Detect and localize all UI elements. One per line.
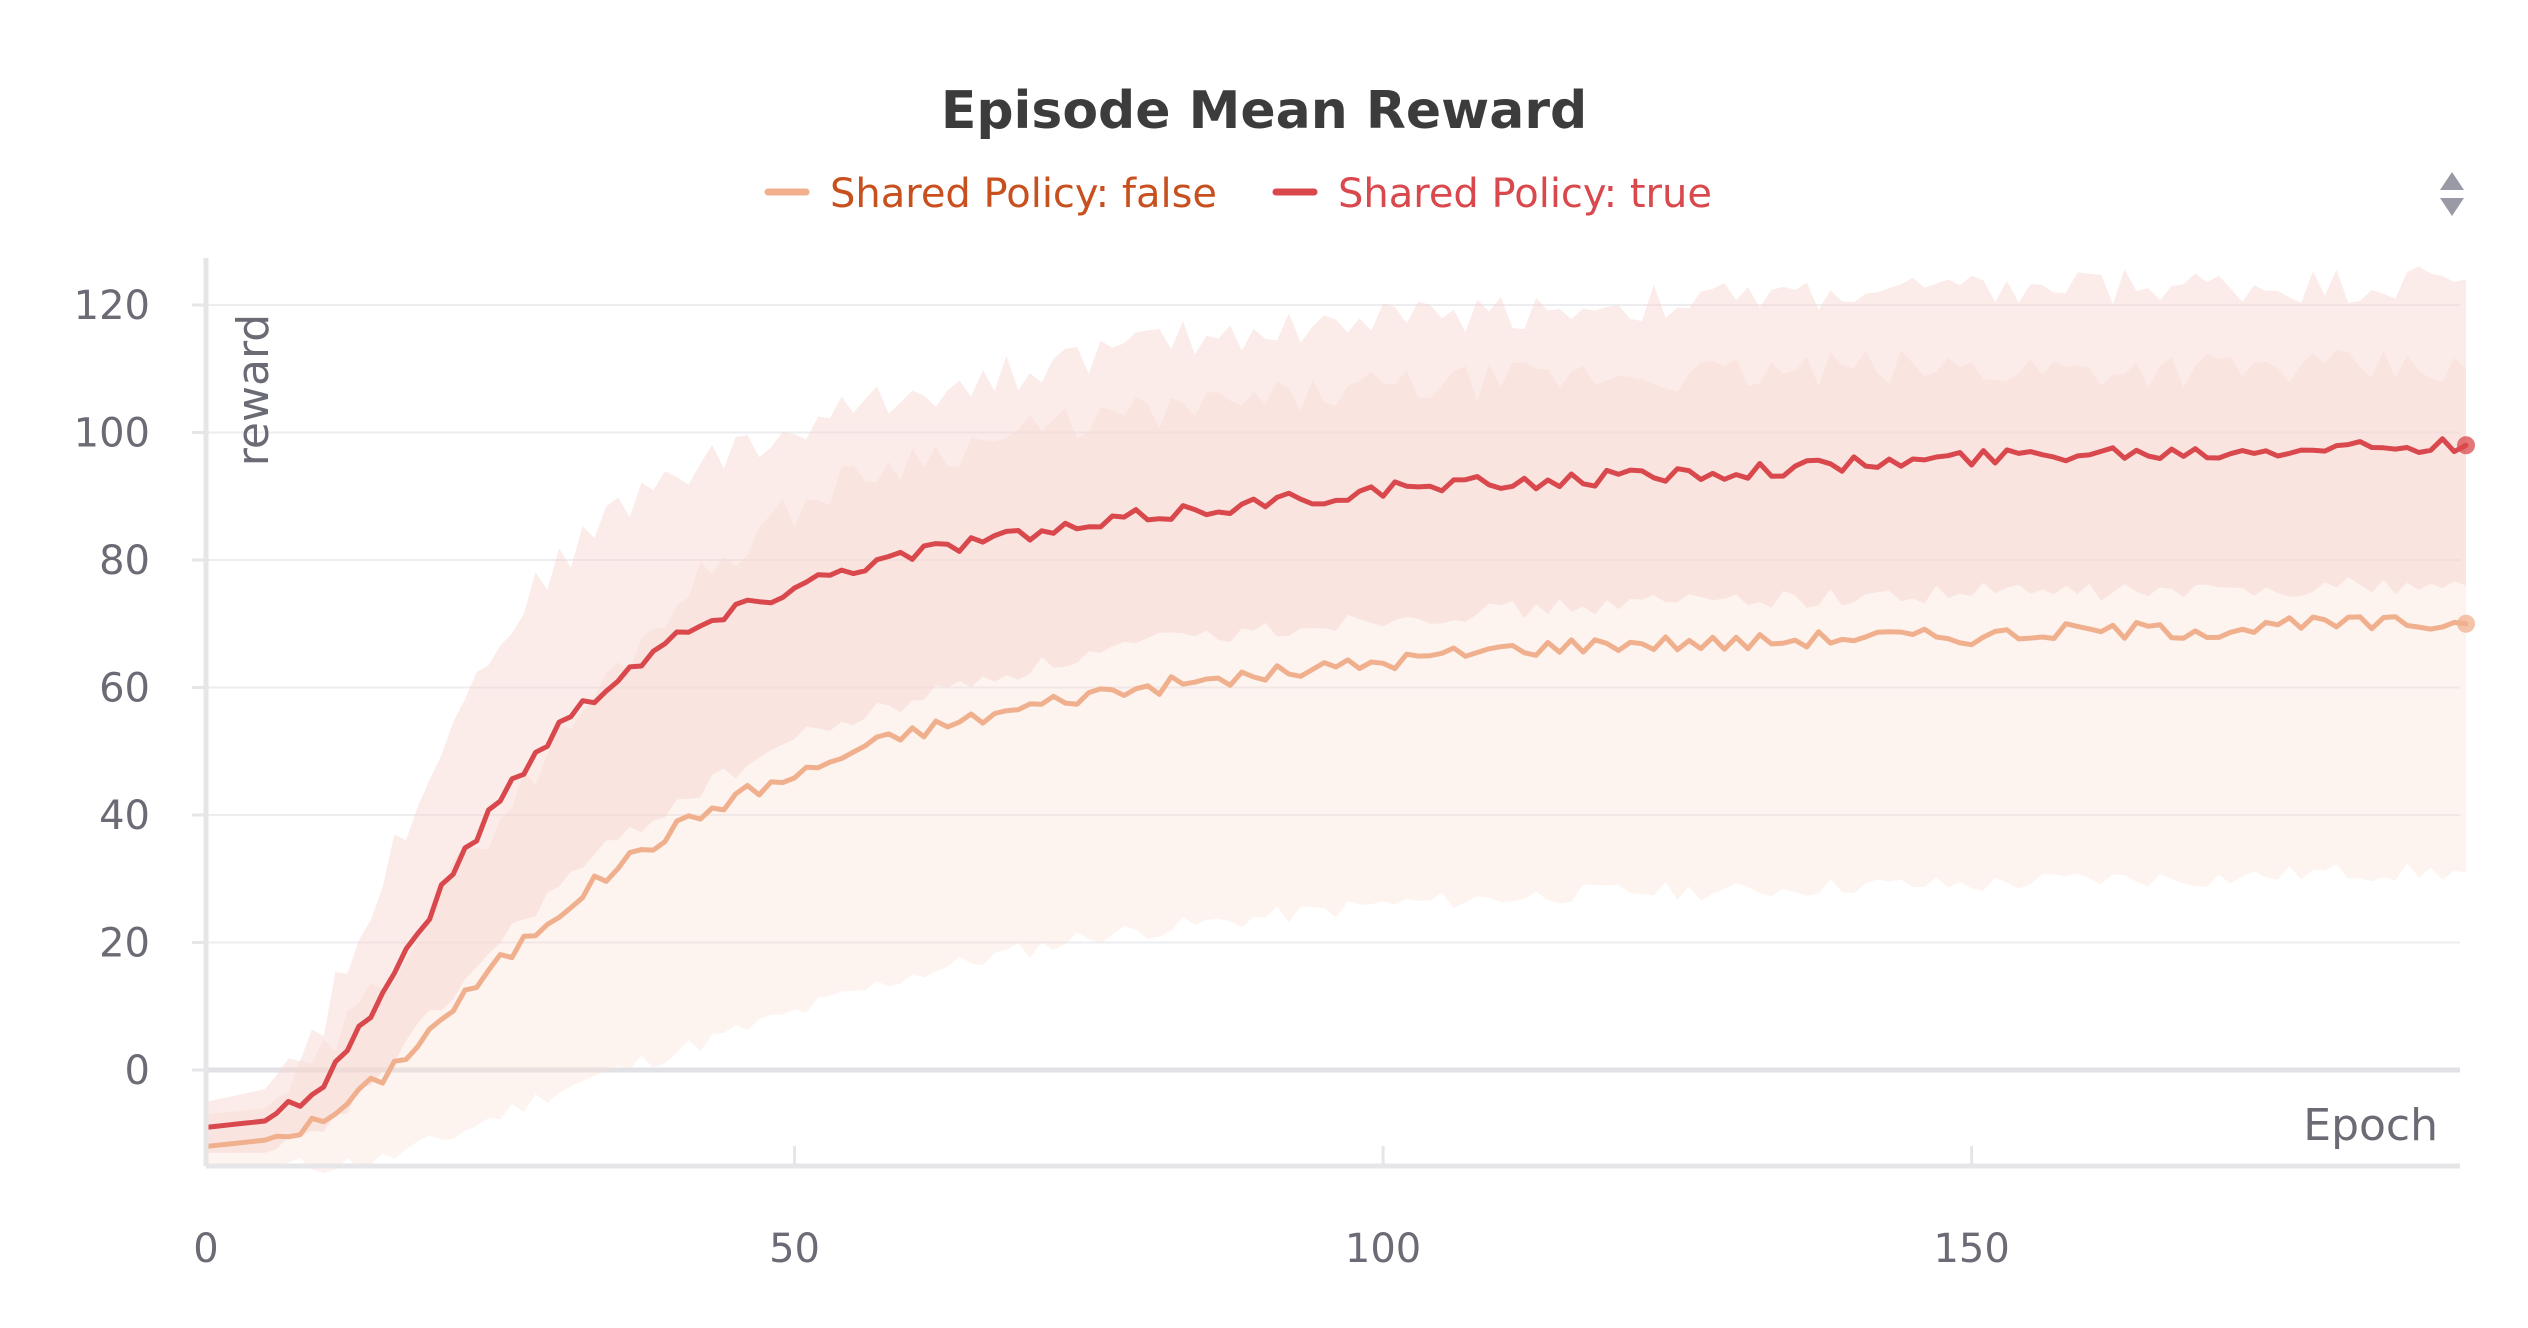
y-tick-label: 80 (99, 538, 150, 584)
x-tick-label: 150 (1933, 1226, 2009, 1272)
x-tick-label: 50 (769, 1226, 820, 1272)
line-shared-policy-true[interactable] (203, 436, 2469, 1130)
y-tick-label: 0 (125, 1048, 150, 1094)
y-tick-label: 40 (99, 793, 150, 839)
x-tick-label: 100 (1345, 1226, 1421, 1272)
x-tick-label: 0 (193, 1226, 218, 1272)
y-tick-label: 20 (99, 921, 150, 967)
ticks: 0 20 40 60 80 100 120 0 50 100 150 (74, 283, 2010, 1272)
y-tick-label: 60 (99, 666, 150, 712)
chart-title: Episode Mean Reward (941, 81, 1587, 141)
band-shared-policy-false (206, 349, 2466, 1174)
legend-label-false[interactable]: Shared Policy: false (830, 171, 1217, 217)
confidence-bands (206, 266, 2466, 1174)
y-axis-label: reward (228, 314, 279, 466)
axes (203, 258, 2460, 1169)
grid (206, 304, 2460, 1073)
y-tick-label: 100 (74, 411, 150, 457)
series-lines (203, 436, 2475, 1149)
legend[interactable]: Shared Policy: false Shared Policy: true (764, 171, 1712, 217)
series-end-point[interactable] (2457, 614, 2475, 633)
y-tick-label: 120 (74, 283, 150, 329)
line-shared-policy-false[interactable] (203, 614, 2469, 1149)
x-axis-label: Epoch (2303, 1100, 2438, 1151)
band-shared-policy-true (206, 266, 2466, 1153)
series-end-point[interactable] (2457, 436, 2475, 455)
legend-label-true[interactable]: Shared Policy: true (1338, 171, 1712, 217)
legend-scroll-icon[interactable] (2440, 172, 2464, 216)
